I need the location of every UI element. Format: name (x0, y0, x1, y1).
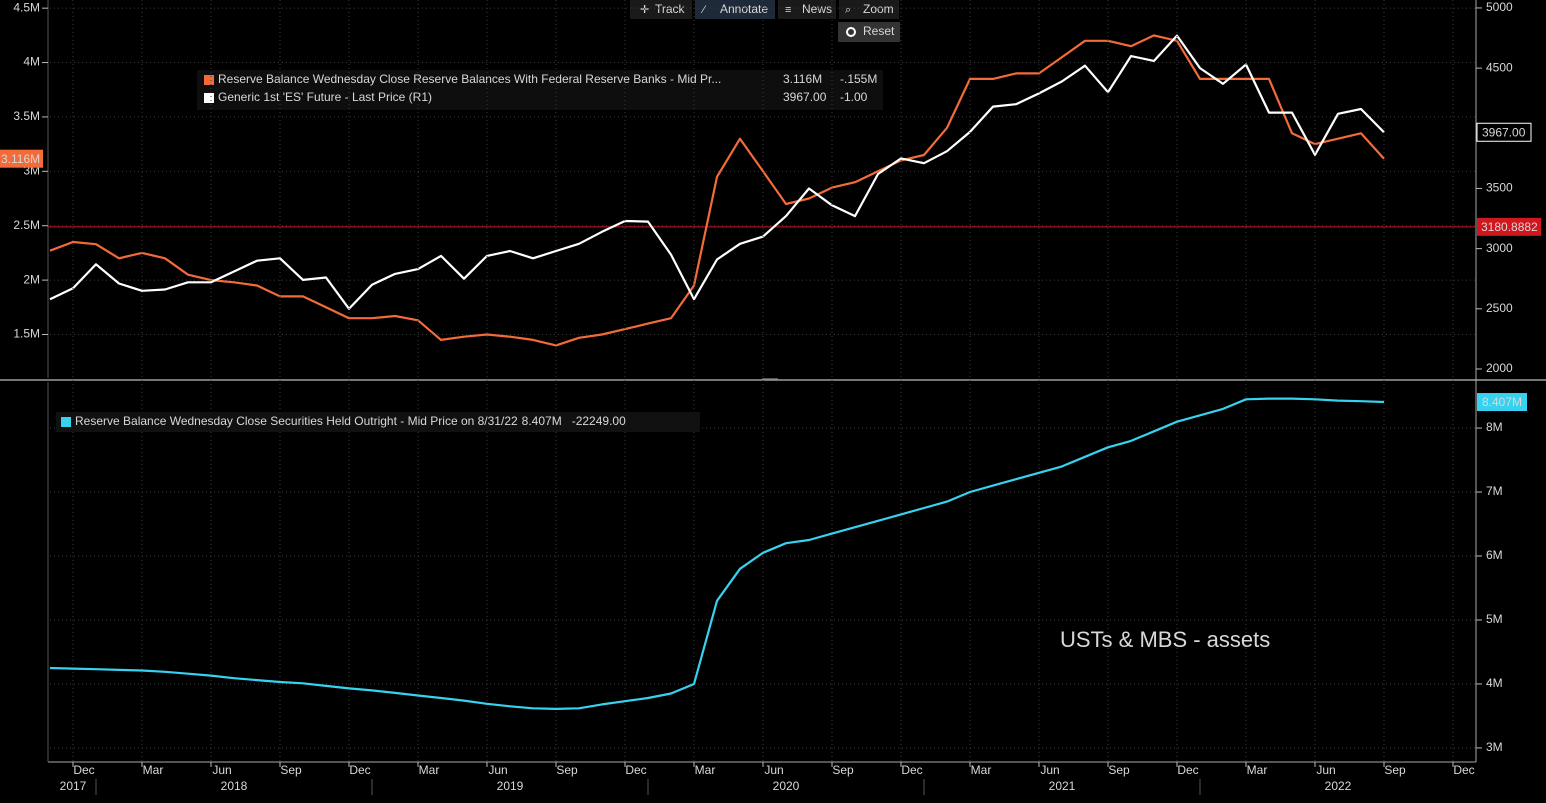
y2-tick-label: 5M (1486, 612, 1503, 626)
y2-tick-label: 2500 (1486, 301, 1513, 315)
legend-swatch (61, 417, 71, 427)
last-value-box (1477, 393, 1527, 412)
year-label: 2018 (221, 779, 248, 793)
legend-change: -22249.00 (572, 414, 626, 428)
series-line (49, 34, 1385, 310)
series-line (49, 34, 1385, 347)
legend-value: 3967.00 (783, 90, 827, 104)
legend: Reserve Balance Wednesday Close Securiti… (56, 412, 700, 432)
x-tick-label: Jun (488, 763, 507, 777)
y2-tick-label: 3000 (1486, 241, 1513, 255)
toolbar: ✛ Track ⁄ Annotate ≡ News ⌕ Zoom Reset (630, 0, 900, 42)
legend-label: Reserve Balance Wednesday Close Securiti… (75, 414, 518, 428)
y2-tick-label: 3500 (1486, 181, 1513, 195)
x-tick-label: Sep (832, 763, 854, 777)
zoom-label[interactable]: Zoom (863, 2, 894, 16)
last-value-box (0, 149, 43, 168)
legend-swatch (204, 93, 214, 103)
x-tick-label: Sep (556, 763, 578, 777)
legend-background (56, 412, 700, 432)
year-label: 2022 (1325, 779, 1352, 793)
y-tick-label: 4.5M (13, 0, 40, 14)
news-label[interactable]: News (802, 2, 832, 16)
last-value-label: 3.116M (1, 152, 40, 166)
x-tick-label: Dec (1177, 763, 1198, 777)
x-tick-label: Mar (971, 763, 992, 777)
x-tick-label: Jun (212, 763, 231, 777)
x-tick-label: Sep (280, 763, 302, 777)
legend: Reserve Balance Wednesday Close Reserve … (197, 70, 883, 110)
x-tick-label: Jun (1316, 763, 1335, 777)
annotate-button[interactable] (695, 0, 775, 19)
y-tick-label: 2M (23, 272, 40, 286)
reset-button[interactable] (838, 22, 900, 42)
annotation: USTs & MBS - assets (1060, 627, 1270, 652)
legend-background (197, 70, 883, 110)
legend-change: -1.00 (840, 90, 868, 104)
last-value-label: 8.407M (1482, 395, 1522, 409)
x-tick-label: Dec (1453, 763, 1474, 777)
track-icon: ✛ (640, 4, 649, 16)
y-tick-label: 3.5M (13, 109, 40, 123)
x-tick-label: Mar (695, 763, 716, 777)
y2-tick-label: 5000 (1486, 0, 1513, 14)
x-tick-label: Dec (625, 763, 646, 777)
year-label: 2021 (1049, 779, 1076, 793)
x-tick-label: Sep (1384, 763, 1406, 777)
series-line (49, 397, 1385, 710)
news-icon: ≡ (785, 4, 791, 16)
legend-change: -.155M (840, 72, 877, 86)
last-value-label: 3967.00 (1482, 125, 1526, 139)
y2-tick-label: 4500 (1486, 60, 1513, 74)
legend-value: 3.116M (783, 72, 822, 86)
x-tick-label: Mar (143, 763, 164, 777)
y2-tick-label: 2000 (1486, 361, 1513, 375)
last-value-box (1476, 122, 1532, 142)
y2-tick-label: 4M (1486, 676, 1503, 690)
x-tick-label: Dec (349, 763, 370, 777)
y2-tick-label: 7M (1486, 484, 1503, 498)
x-tick-label: Mar (1247, 763, 1268, 777)
y-tick-label: 2.5M (13, 218, 40, 232)
track-button[interactable] (630, 0, 692, 19)
legend-swatch (204, 75, 214, 85)
x-tick-label: Dec (73, 763, 94, 777)
x-tick-label: Mar (419, 763, 440, 777)
track-label[interactable]: Track (655, 2, 686, 16)
x-tick-label: Sep (1108, 763, 1130, 777)
legend-label: Generic 1st 'ES' Future - Last Price (R1… (218, 90, 432, 104)
x-tick-label: Jun (1040, 763, 1059, 777)
y2-tick-label: 6M (1486, 548, 1503, 562)
y-tick-label: 1.5M (13, 327, 40, 341)
year-label: 2019 (497, 779, 524, 793)
zoom-button[interactable] (839, 0, 899, 19)
y-tick-label: 4M (23, 55, 40, 69)
zoom-icon: ⌕ (845, 4, 851, 16)
reference-label: 3180.8882 (1481, 220, 1538, 234)
reference-label-box (1477, 217, 1541, 236)
x-tick-label: Dec (901, 763, 922, 777)
reset-icon (846, 27, 856, 37)
year-label: 2017 (60, 779, 87, 793)
legend-value: 8.407M (522, 414, 562, 428)
news-button[interactable] (778, 0, 836, 19)
y2-tick-label: 3M (1486, 740, 1503, 754)
x-tick-label: Jun (764, 763, 783, 777)
annotate-icon: ⁄ (700, 4, 707, 16)
year-label: 2020 (773, 779, 800, 793)
legend-label: Reserve Balance Wednesday Close Reserve … (218, 72, 721, 86)
annotate-label[interactable]: Annotate (720, 2, 768, 16)
y2-tick-label: 8M (1486, 420, 1503, 434)
reset-label[interactable]: Reset (863, 24, 895, 38)
